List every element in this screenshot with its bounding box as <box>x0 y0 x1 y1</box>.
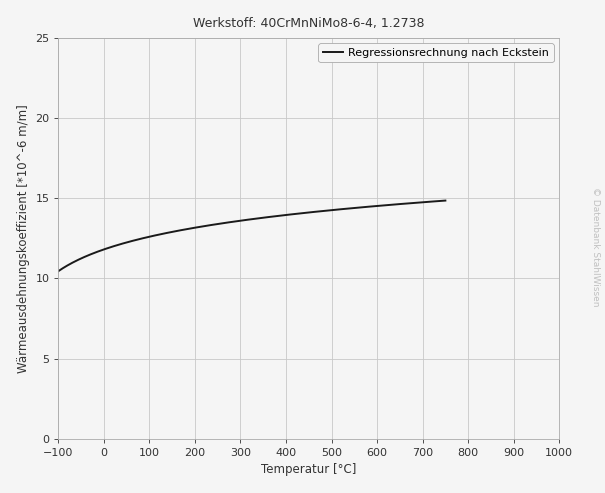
Line: Regressionsrechnung nach Eckstein: Regressionsrechnung nach Eckstein <box>58 201 445 271</box>
Legend: Regressionsrechnung nach Eckstein: Regressionsrechnung nach Eckstein <box>318 43 554 62</box>
Regressionsrechnung nach Eckstein <box>54 268 62 274</box>
X-axis label: Temperatur [°C]: Temperatur [°C] <box>261 463 356 476</box>
Regressionsrechnung nach Eckstein <box>283 212 290 218</box>
Text: © Datenbank StahlWissen: © Datenbank StahlWissen <box>591 187 600 306</box>
Regressionsrechnung nach Eckstein <box>154 232 162 238</box>
Y-axis label: Wärmeausdehnungskoeffizient [*10^-6 m/m]: Wärmeausdehnungskoeffizient [*10^-6 m/m] <box>17 104 30 373</box>
Regressionsrechnung nach Eckstein <box>442 198 449 204</box>
Title: Werkstoff: 40CrMnNiMo8-6-4, 1.2738: Werkstoff: 40CrMnNiMo8-6-4, 1.2738 <box>193 17 425 30</box>
Regressionsrechnung nach Eckstein <box>346 206 353 211</box>
Regressionsrechnung nach Eckstein <box>313 209 321 214</box>
Regressionsrechnung nach Eckstein <box>123 240 131 246</box>
Regressionsrechnung nach Eckstein <box>230 219 237 225</box>
